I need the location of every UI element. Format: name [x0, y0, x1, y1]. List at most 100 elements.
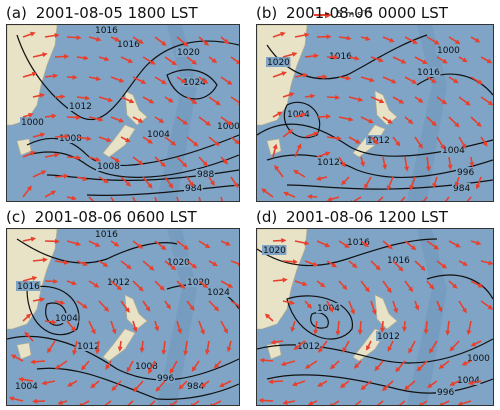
wind-arrow [338, 280, 348, 291]
isobar-label: 1004 [15, 382, 38, 392]
isobar-label-bg [366, 135, 391, 145]
wind-arrow [382, 36, 395, 43]
wind-arrow [404, 76, 418, 84]
wind-arrow [230, 260, 239, 267]
wind-arrow [66, 155, 82, 161]
wind-arrow [348, 136, 361, 144]
wind-arrow [426, 240, 440, 250]
isobar-line [426, 274, 493, 300]
panel-c-svg: 1016101610201012100410201024100899698410… [7, 229, 239, 405]
isobar-label: 1016 [117, 40, 140, 50]
isobar-label: 988 [197, 170, 214, 180]
wind-arrow [146, 400, 156, 405]
wind-arrow [198, 76, 209, 84]
wind-arrow [261, 188, 274, 198]
isobar-label-bg [452, 183, 471, 193]
isobar-label: 1000 [217, 122, 239, 132]
isobar-label: 1012 [69, 102, 92, 112]
wind-arrow [220, 280, 234, 288]
wind-arrow [76, 55, 89, 61]
wind-arrow [282, 129, 294, 138]
wind-arrow [164, 176, 174, 189]
wind-arrow [280, 360, 296, 367]
wind-arrow [282, 300, 296, 305]
wind-arrow [258, 397, 274, 403]
wind-arrow [142, 96, 155, 104]
wind-arrow [414, 56, 428, 65]
wind-arrow [132, 76, 147, 84]
wind-arrow [379, 320, 385, 333]
wind-arrow [432, 176, 438, 189]
wind-arrow [44, 278, 59, 284]
wind-arrow [382, 116, 393, 124]
isobar-line [26, 134, 239, 166]
tasmania-land [16, 342, 32, 360]
wind-arrow [148, 360, 156, 375]
isobar-label: 1004 [442, 146, 465, 156]
wind-arrow [270, 339, 284, 345]
wind-arrow [213, 360, 222, 369]
wind-arrow [200, 380, 210, 388]
isobar-label-bg [76, 341, 101, 351]
wind-arrow [448, 116, 460, 128]
wind-arrow [54, 54, 70, 60]
wind-arrow [409, 176, 416, 191]
wind-arrow [340, 176, 350, 186]
wind-arrow [72, 340, 78, 356]
wind-arrow [190, 400, 200, 405]
isobar-label: 1020 [263, 246, 286, 256]
panel-c-title: (c) 2001-08-06 0600 LST [6, 208, 197, 226]
wind-arrow [132, 116, 144, 123]
wind-arrow [370, 96, 385, 104]
isobar-label: 1004 [457, 376, 480, 386]
wind-arrow [176, 240, 189, 250]
panel-b-svg: 1020 1016 1016 1004 1012 1004 996 984 1000 1012 [257, 25, 493, 201]
wind-arrow [392, 56, 407, 64]
isobar-label: 1000 [21, 118, 44, 128]
isobar-label: 1016 [347, 238, 370, 248]
wind-arrow [186, 56, 198, 65]
wind-arrow [370, 56, 384, 63]
wind-arrow [335, 320, 341, 336]
isobar-label-layer: 1016 1020 1024 1016 1012 1008 1004 1000 988 984 10… [20, 25, 239, 194]
wind-arrow [44, 73, 59, 79]
isobar-line [283, 101, 321, 139]
wind-arrow [392, 96, 405, 104]
wind-arrow [22, 276, 38, 282]
wind-arrow [392, 300, 398, 314]
wind-arrow [272, 277, 288, 283]
isobar-label: 1016 [17, 282, 40, 292]
isobar-label: 1020 [187, 278, 210, 288]
wind-arrow [10, 354, 24, 362]
wind-arrow [32, 297, 46, 303]
wind-arrow [79, 400, 90, 405]
wind-arrow [338, 116, 354, 122]
wind-arrow [316, 34, 332, 40]
wind-arrow [382, 156, 388, 170]
isobar-label-bg [186, 381, 205, 391]
wind-arrow [66, 280, 77, 286]
wind-arrow [76, 95, 91, 101]
wind-arrow [220, 156, 229, 165]
wind-arrow [370, 300, 377, 315]
wind-arrow [282, 92, 295, 98]
wind-arrow [169, 400, 178, 405]
wind-arrow [316, 151, 331, 158]
isobar-label-bg [146, 129, 171, 139]
wind-arrow [110, 320, 117, 335]
wind-arrow [304, 260, 319, 267]
wind-arrow [186, 136, 199, 147]
panel-c-time: 2001-08-06 0600 LST [34, 208, 197, 226]
wind-arrow [467, 380, 482, 386]
wind-arrow [186, 300, 195, 311]
panel-d-label: (d) [256, 208, 278, 226]
wind-arrow [374, 360, 384, 372]
wind-arrow [105, 360, 112, 370]
wind-arrow [164, 300, 171, 310]
wind-arrow [360, 380, 372, 391]
wind-arrow [204, 340, 210, 355]
wind-arrow [326, 94, 341, 100]
wind-arrow [22, 31, 36, 38]
wind-arrow [44, 319, 57, 325]
wind-arrow [132, 240, 144, 249]
